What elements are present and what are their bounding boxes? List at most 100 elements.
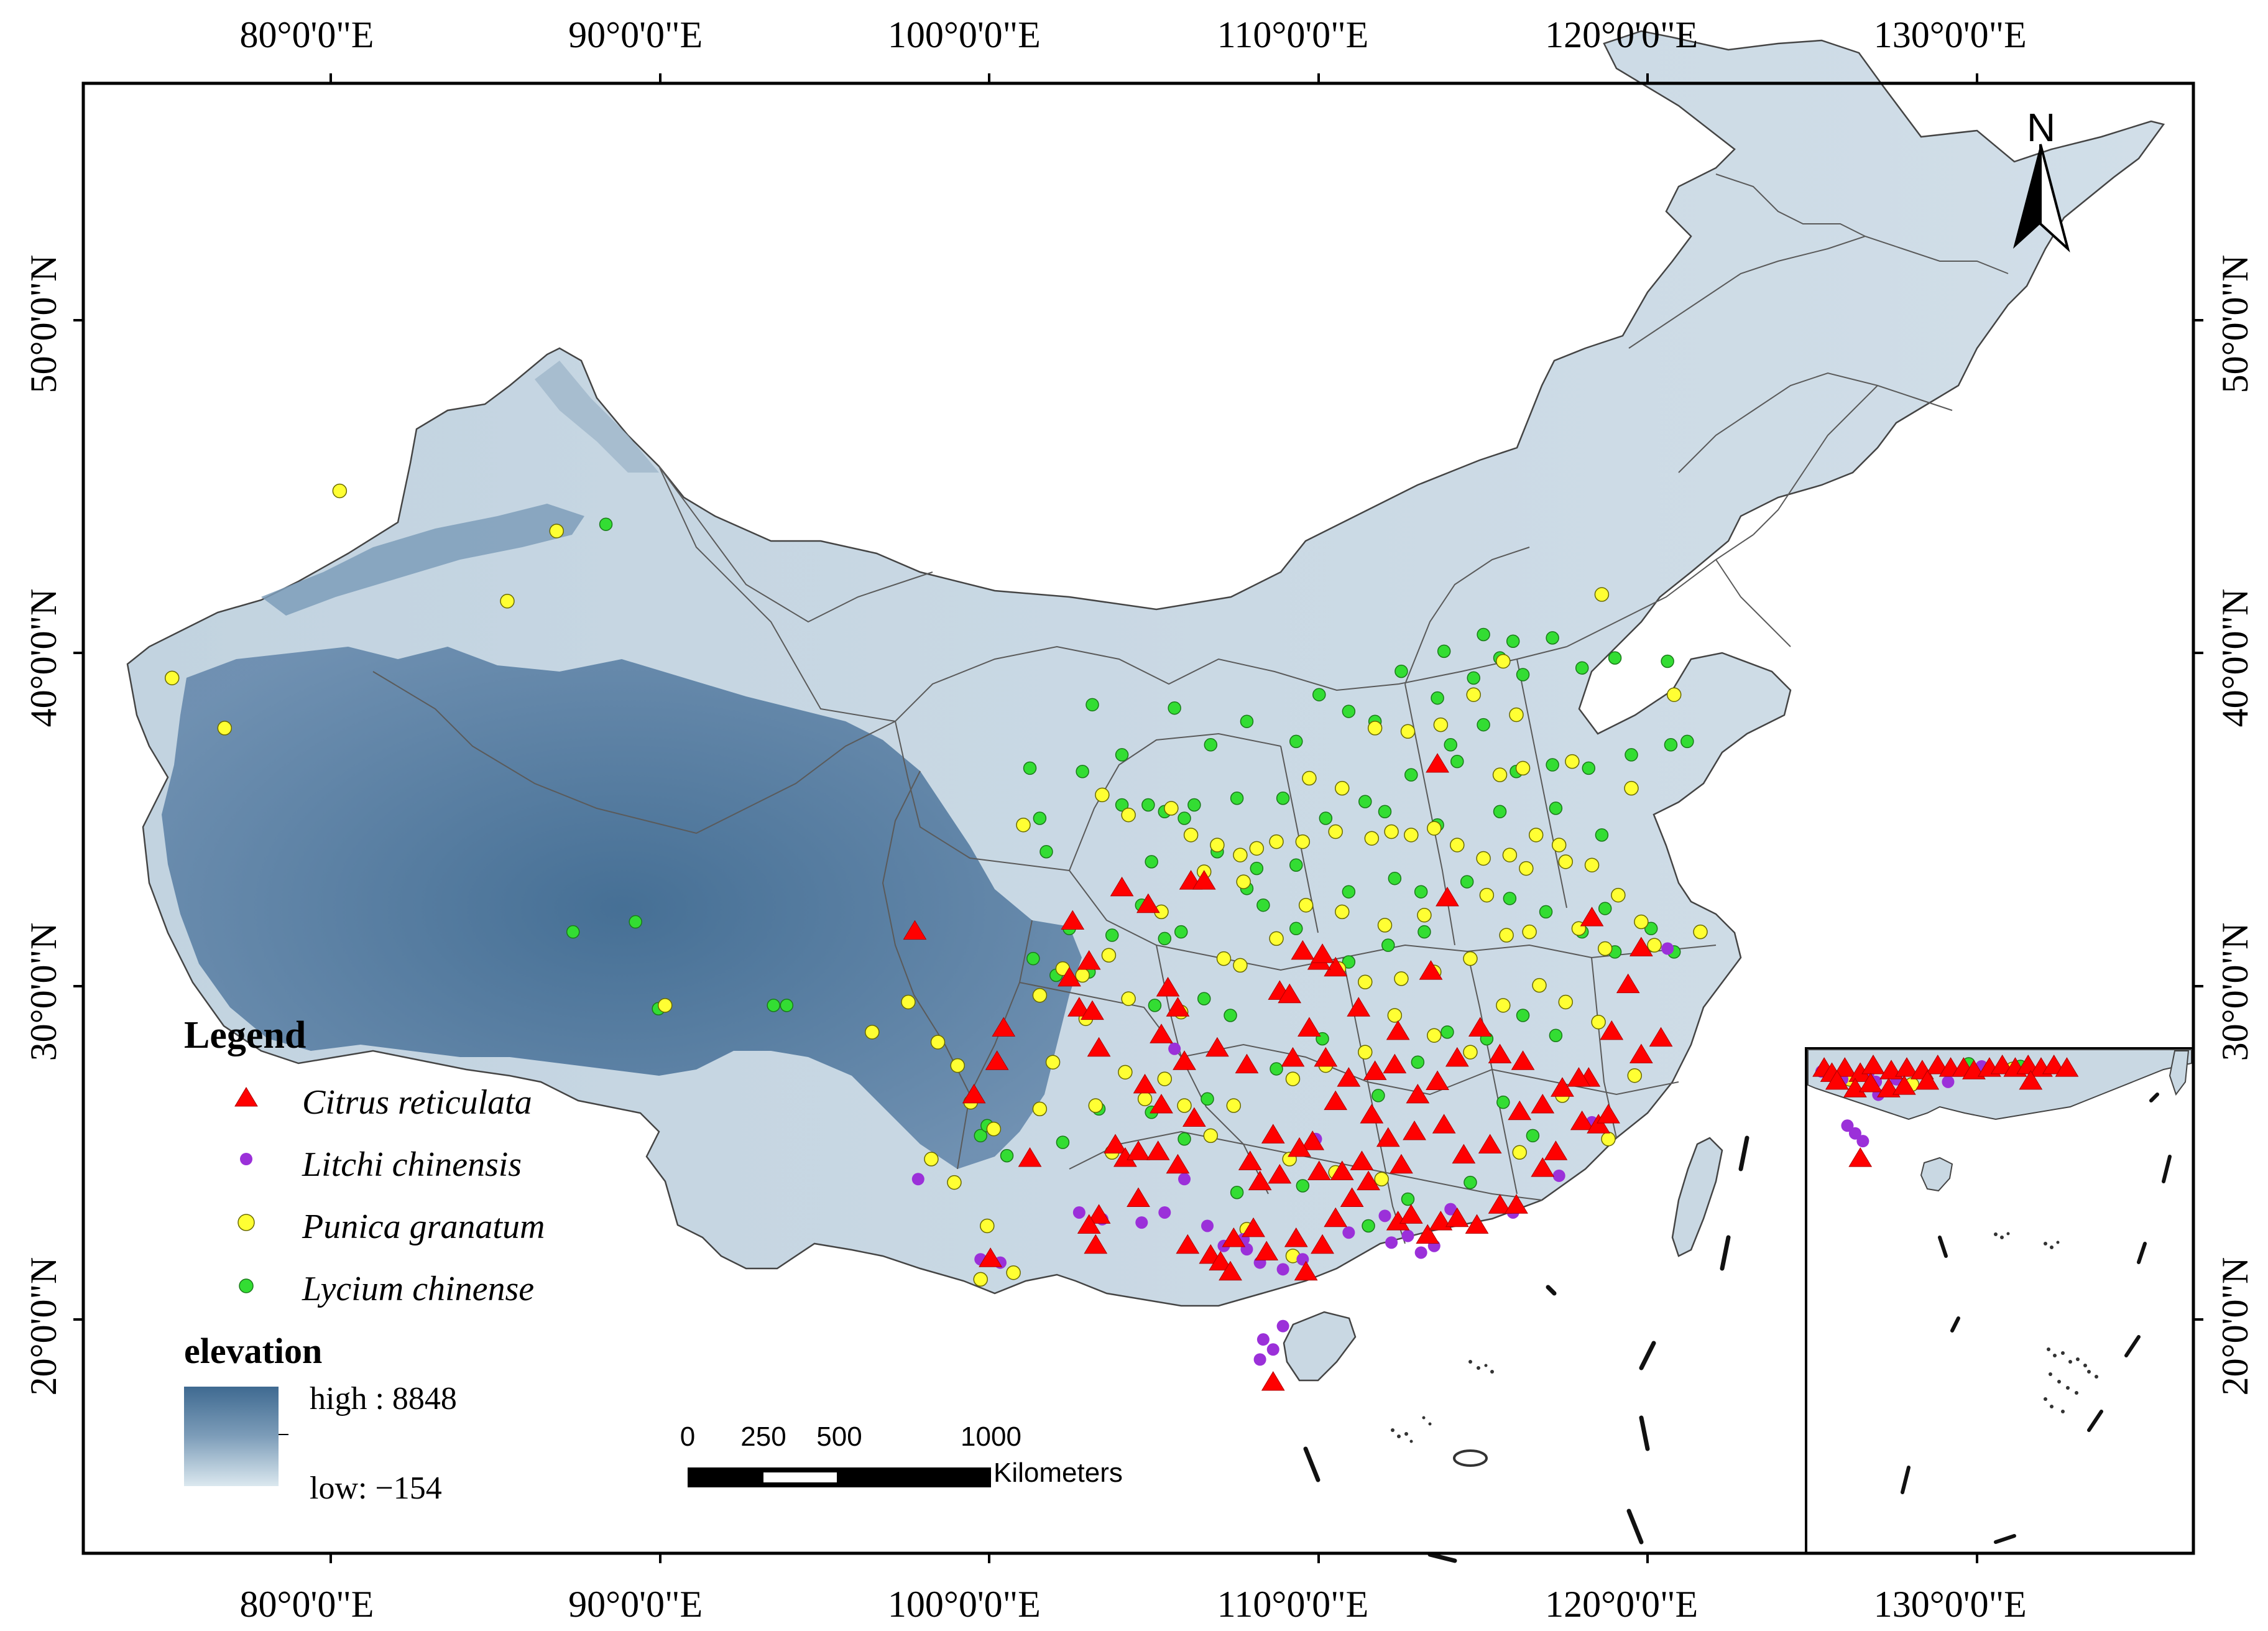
lycium-point bbox=[1546, 758, 1559, 772]
citrus-point bbox=[1587, 1114, 1611, 1134]
citrus-point bbox=[1465, 1214, 1489, 1234]
citrus-point bbox=[1833, 1057, 1857, 1077]
lycium-point bbox=[1625, 748, 1638, 762]
punica-point bbox=[1479, 887, 1495, 903]
punica-point bbox=[500, 594, 515, 609]
punica-point bbox=[1693, 924, 1708, 940]
punica-point bbox=[1558, 854, 1574, 869]
citrus-point bbox=[1136, 893, 1160, 913]
punica-point bbox=[1216, 951, 1232, 966]
punica-point bbox=[950, 1058, 965, 1073]
punica-point bbox=[1611, 887, 1626, 903]
punica-point bbox=[980, 1218, 995, 1234]
lycium-point bbox=[1358, 795, 1372, 808]
lycium-point bbox=[1296, 1179, 1310, 1193]
legend-punica-circle-icon bbox=[237, 1214, 255, 1231]
citrus-point bbox=[1616, 973, 1640, 994]
punica-point bbox=[1427, 821, 1442, 836]
latitude-label: 40°0'0"N bbox=[23, 588, 64, 728]
citrus-point bbox=[1429, 1211, 1453, 1231]
litchi-point bbox=[1342, 1226, 1355, 1239]
lycium-point bbox=[1411, 1055, 1425, 1069]
lycium-point bbox=[1319, 811, 1333, 825]
litchi-point bbox=[1841, 1119, 1854, 1132]
citrus-point bbox=[1505, 1194, 1528, 1214]
litchi-point bbox=[1848, 1127, 1861, 1140]
lycium-point bbox=[1312, 688, 1326, 701]
elevation-high-label: high : 8848 bbox=[310, 1381, 457, 1416]
lycium-point bbox=[1204, 738, 1218, 752]
citrus-point bbox=[903, 920, 927, 940]
citrus-point bbox=[1419, 960, 1443, 980]
lycium-point bbox=[1388, 871, 1402, 885]
citrus-point bbox=[1084, 1234, 1108, 1254]
citrus-point bbox=[1488, 1043, 1512, 1063]
punica-point bbox=[1594, 587, 1610, 602]
punica-point bbox=[1404, 828, 1419, 843]
citrus-point bbox=[1848, 1147, 1873, 1167]
lycium-point bbox=[1230, 1185, 1244, 1199]
lycium-point bbox=[1224, 1009, 1237, 1022]
lycium-point bbox=[1276, 792, 1290, 805]
lycium-point bbox=[1582, 761, 1596, 775]
punica-point bbox=[1584, 857, 1600, 872]
citrus-point bbox=[1127, 1140, 1150, 1160]
lycium-point bbox=[1516, 668, 1530, 682]
punica-point bbox=[1400, 724, 1416, 739]
citrus-point bbox=[1990, 1055, 2014, 1074]
punica-point bbox=[1183, 828, 1199, 843]
citrus-point bbox=[2016, 1055, 2040, 1074]
litchi-point bbox=[1385, 1236, 1398, 1249]
lycium-point bbox=[1401, 1192, 1415, 1206]
citrus-point bbox=[1340, 1187, 1364, 1207]
punica-point bbox=[930, 1035, 946, 1050]
citrus-point bbox=[1219, 1260, 1242, 1281]
litchi-point bbox=[1378, 1209, 1391, 1222]
lycium-point bbox=[1404, 768, 1418, 782]
longitude-label: 80°0'0"E bbox=[239, 14, 374, 55]
legend-litchi-dot-icon bbox=[240, 1153, 252, 1165]
lycium-point bbox=[1378, 805, 1392, 819]
lycium-point bbox=[1033, 811, 1047, 825]
citrus-point bbox=[1150, 1094, 1173, 1114]
punica-point bbox=[1177, 1098, 1192, 1113]
citrus-point bbox=[1166, 1153, 1190, 1174]
punica-point bbox=[1496, 654, 1511, 669]
legend-label: Citrus reticulata bbox=[302, 1083, 532, 1122]
citrus-point bbox=[1445, 1207, 1469, 1227]
punica-point bbox=[1502, 848, 1518, 862]
litchi-point bbox=[1401, 1229, 1414, 1242]
lycium-point bbox=[1516, 1009, 1530, 1022]
elevation-color-ramp bbox=[184, 1387, 279, 1486]
lycium-point bbox=[1056, 1135, 1070, 1149]
lycium-point bbox=[1444, 738, 1457, 752]
scale-tick-0: 0 bbox=[680, 1421, 696, 1452]
lycium-point bbox=[1197, 992, 1211, 1005]
punica-point bbox=[549, 524, 565, 538]
citrus-point bbox=[1383, 1053, 1407, 1074]
citrus-point bbox=[1861, 1055, 1885, 1074]
citrus-point bbox=[1363, 1060, 1387, 1080]
punica-point bbox=[164, 670, 180, 686]
tianshan-range bbox=[261, 504, 584, 616]
lycium-point bbox=[1289, 734, 1303, 749]
citrus-point bbox=[1166, 997, 1190, 1017]
litchi-point bbox=[1661, 942, 1674, 955]
citrus-point bbox=[1311, 1234, 1334, 1254]
punica-point bbox=[1427, 1028, 1442, 1043]
litchi-point bbox=[911, 1173, 924, 1186]
lycium-point bbox=[629, 915, 642, 929]
punica-point bbox=[1121, 807, 1136, 823]
punica-point bbox=[1565, 754, 1580, 769]
litchi-point bbox=[1178, 1173, 1191, 1186]
punica-point bbox=[1285, 1071, 1301, 1086]
punica-point bbox=[1597, 941, 1613, 956]
lycium-point bbox=[1371, 1089, 1385, 1102]
punica-point bbox=[1006, 1265, 1021, 1280]
scale-tick-250: 250 bbox=[740, 1421, 786, 1452]
citrus-point bbox=[1077, 1214, 1101, 1234]
legend-item-citrus: Citrus reticulata bbox=[184, 1071, 619, 1134]
citrus-point bbox=[1261, 1124, 1285, 1144]
lycium-point bbox=[1362, 1219, 1375, 1233]
citrus-point bbox=[1600, 1020, 1624, 1040]
